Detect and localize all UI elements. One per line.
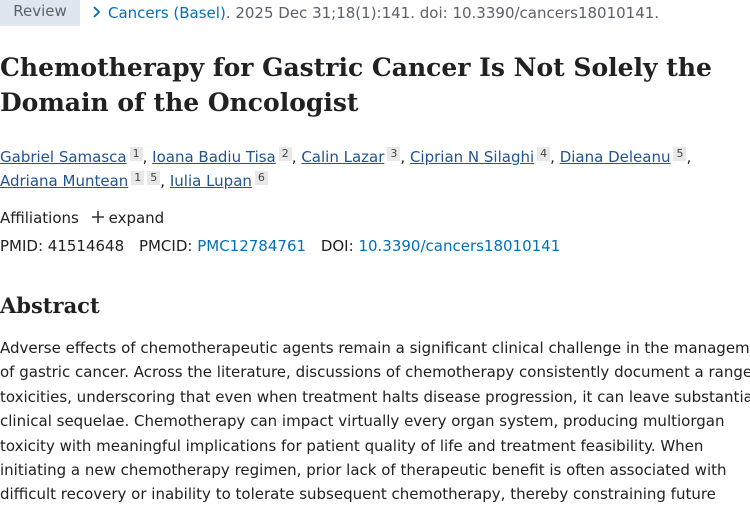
pmcid-label: PMCID: (138, 237, 193, 255)
author-name[interactable]: Iulia Lupan (169, 172, 252, 190)
journal-link[interactable]: Cancers (Basel) (108, 4, 226, 22)
identifiers-row: PMID: 41514648 PMCID: PMC12784761 DOI: 1… (0, 237, 560, 255)
author-entry: Adriana Muntean 1 5, (0, 171, 166, 190)
affiliation-number[interactable]: 2 (278, 147, 292, 161)
affiliations-row: Affiliations expand (0, 209, 164, 227)
citation-text: . 2025 Dec 31;18(1):141. doi: 10.3390/ca… (225, 4, 660, 22)
doi-label: DOI: (320, 237, 354, 255)
plus-icon (91, 211, 104, 223)
author-entry: Ciprian N Silaghi 4, (409, 147, 555, 166)
chevron-icon (93, 6, 101, 18)
abstract-line: clinical sequelae. Chemotherapy can impa… (0, 412, 725, 431)
article-title: Chemotherapy for Gastric Cancer Is Not S… (0, 53, 712, 117)
author-entry: Gabriel Samasca 1, (0, 147, 148, 166)
author-name[interactable]: Calin Lazar (301, 148, 385, 166)
author-name[interactable]: Ioana Badiu Tisa (152, 148, 276, 166)
affiliation-number[interactable]: 1 (129, 147, 143, 161)
abstract-text: Adverse effects of chemotherapeutic agen… (0, 336, 750, 507)
pmcid-link[interactable]: PMC12784761 (197, 237, 307, 255)
article-type-badge: Review (0, 0, 80, 26)
author-name[interactable]: Gabriel Samasca (0, 148, 127, 166)
abstract-line: of gastric cancer. Across the literature… (0, 363, 750, 382)
citation: Cancers (Basel). 2025 Dec 31;18(1):141. … (92, 4, 659, 22)
author-name[interactable]: Adriana Muntean (0, 172, 129, 190)
affiliation-number[interactable]: 6 (254, 171, 268, 185)
affiliation-number[interactable]: 1 (131, 171, 145, 185)
author-entry: Diana Deleanu 5, (559, 147, 692, 166)
abstract-line: Adverse effects of chemotherapeutic agen… (0, 339, 750, 357)
separator: , (160, 172, 166, 190)
affiliations-label: Affiliations (0, 209, 79, 227)
affiliation-number[interactable]: 3 (387, 147, 401, 161)
expand-toggle[interactable]: expand (91, 209, 165, 227)
author-list: Gabriel Samasca 1, Ioana Badiu Tisa 2, Cal… (0, 145, 700, 193)
affiliation-number[interactable]: 5 (147, 171, 161, 185)
doi-link[interactable]: 10.3390/cancers18010141 (358, 237, 561, 255)
separator: , (400, 148, 406, 166)
separator: , (291, 148, 297, 166)
author-entry: Ioana Badiu Tisa 2, (152, 147, 297, 166)
abstract-heading: Abstract (0, 293, 100, 318)
abstract-line: toxicity with meaningful implications fo… (0, 436, 704, 455)
separator: , (142, 148, 148, 166)
abstract-line: difficult recovery or inability to toler… (0, 485, 716, 504)
separator: , (686, 148, 692, 166)
pmid: 41514648 (47, 237, 125, 255)
author-entry: Iulia Lupan 6 (169, 171, 268, 190)
abstract-line: initiating a new chemotherapy regimen, p… (0, 461, 727, 480)
pmid-label: PMID: (0, 237, 44, 255)
affiliation-number[interactable]: 5 (673, 147, 687, 161)
expand-label: expand (108, 209, 165, 227)
author-entry: Calin Lazar 3, (301, 147, 406, 166)
affiliation-number[interactable]: 4 (537, 147, 551, 161)
abstract-line: toxicities, underscoring that even when … (0, 387, 750, 406)
separator: , (550, 148, 555, 166)
author-name[interactable]: Ciprian N Silaghi (409, 148, 535, 166)
author-name[interactable]: Diana Deleanu (559, 148, 671, 166)
